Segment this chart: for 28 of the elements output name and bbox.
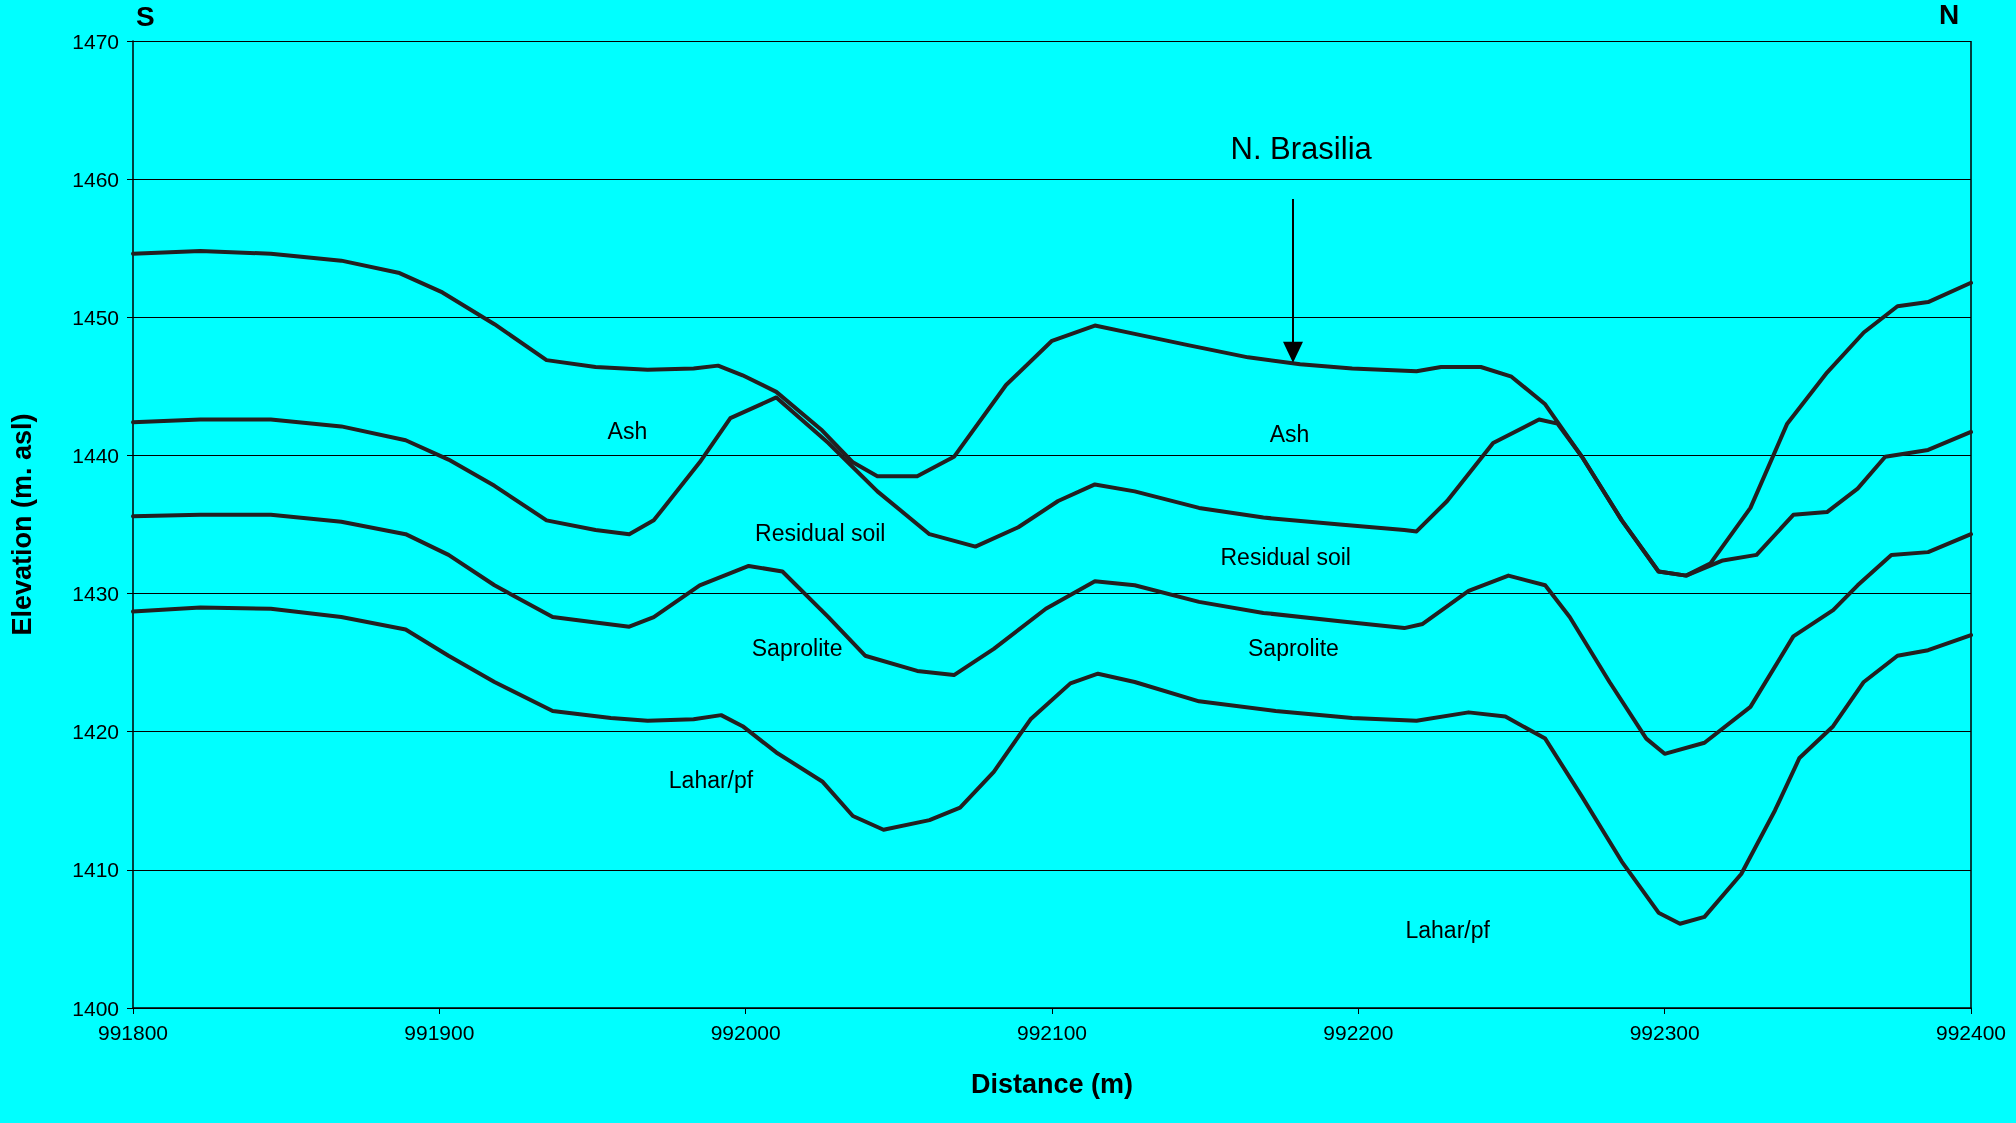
x-tick-label: 992300 [1629, 1021, 1700, 1044]
x-tick-label: 992200 [1323, 1021, 1394, 1044]
y-tick-label: 1450 [72, 305, 119, 329]
x-tick-label: 991800 [97, 1021, 169, 1044]
y-tick-label: 1460 [72, 167, 119, 191]
annotation: Saprolite [1248, 634, 1339, 662]
annotation: Ash [1269, 420, 1310, 447]
annotation: Ash [607, 417, 648, 445]
annotation: Lahar/pf [1405, 916, 1490, 944]
x-tick-label: 992100 [1016, 1021, 1088, 1044]
annotation: Residual soil [755, 519, 886, 547]
y-tick-label: 1430 [72, 582, 119, 606]
annotation: N. Brasilia [1230, 131, 1372, 168]
x-axis-title: Distance (m) [970, 1068, 1134, 1099]
y-tick-label: 1440 [72, 443, 119, 467]
y-tick-label: 1400 [72, 996, 119, 1020]
text: S [135, 0, 155, 33]
x-tick-label: 992400 [1935, 1021, 2007, 1044]
annotation: Saprolite [751, 634, 843, 662]
annotation: Lahar/pf [668, 766, 754, 794]
y-tick-label: 1410 [72, 858, 119, 882]
text: N [1939, 0, 1960, 32]
y-tick-label: 1470 [72, 29, 119, 53]
x-tick-label: 992000 [710, 1021, 781, 1044]
annotation: Residual soil [1220, 543, 1351, 571]
x-tick-label: 991900 [404, 1021, 475, 1044]
y-tick-label: 1420 [72, 720, 119, 744]
y-axis-title: Elevation (m. asl) [6, 413, 37, 636]
